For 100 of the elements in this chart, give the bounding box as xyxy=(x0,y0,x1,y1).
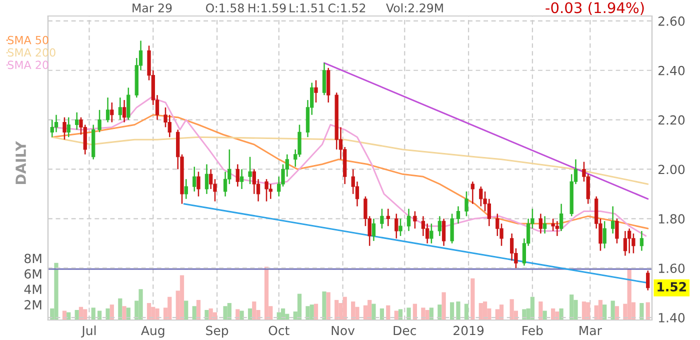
candlestick xyxy=(184,178,188,200)
candlestick xyxy=(510,232,514,262)
bar xyxy=(91,308,96,320)
candlestick xyxy=(54,114,58,133)
candlestick xyxy=(551,218,555,232)
bar xyxy=(138,289,143,320)
y-tick-label: 2.60 xyxy=(658,16,685,26)
x-tick-label: Dec xyxy=(394,326,416,336)
text: L:1.51 xyxy=(290,4,324,12)
candlestick xyxy=(264,178,268,202)
text: Vol:2.29M xyxy=(386,3,443,12)
bar xyxy=(640,303,644,320)
bar xyxy=(192,306,196,320)
candlestick xyxy=(372,218,376,242)
bar xyxy=(240,310,244,320)
candlestick xyxy=(450,213,454,244)
bar xyxy=(464,304,469,320)
y-tick-label: 1.40 xyxy=(658,313,685,322)
bar xyxy=(510,299,514,320)
bar xyxy=(351,301,356,320)
y-tick-label: 1.80 xyxy=(658,214,685,224)
candlestick xyxy=(632,232,636,254)
bar xyxy=(122,306,126,320)
bar xyxy=(118,298,122,320)
bar xyxy=(470,278,475,320)
bar xyxy=(196,300,201,320)
text: Mar 29 xyxy=(132,3,172,12)
candlestick xyxy=(209,168,213,190)
y-tick-label: 2.00 xyxy=(658,164,685,174)
candlestick xyxy=(50,119,54,138)
bar xyxy=(342,296,347,320)
candlestick xyxy=(555,220,559,237)
candlestick xyxy=(122,99,126,123)
x-tick-label: Mar xyxy=(580,326,602,336)
bar xyxy=(450,302,454,320)
candlestick xyxy=(559,203,564,232)
candlestick xyxy=(394,213,398,240)
candlestick xyxy=(456,206,460,224)
candlestick xyxy=(430,222,434,244)
y2-tick-label: 4M xyxy=(24,284,42,294)
bar xyxy=(106,308,110,320)
bar xyxy=(252,301,256,320)
bar xyxy=(180,275,184,320)
bar xyxy=(530,296,534,320)
bar xyxy=(74,310,79,320)
text: -0.03 (1.94%) xyxy=(546,2,644,15)
bar xyxy=(264,266,269,320)
candlestick xyxy=(406,208,411,232)
bar xyxy=(602,304,607,320)
bar xyxy=(542,310,547,320)
legend-label: SMA 50 xyxy=(8,36,48,44)
bar xyxy=(610,300,615,320)
bar xyxy=(559,308,564,320)
bar xyxy=(297,294,302,320)
candlestick xyxy=(628,228,632,254)
legend-label: SMA 200 xyxy=(8,48,56,57)
candlestick xyxy=(75,112,79,130)
candlestick xyxy=(322,62,326,96)
x-tick-label: Jul xyxy=(81,326,96,338)
candlestick xyxy=(611,206,615,234)
y-tick-label: 1.60 xyxy=(658,264,685,274)
candlestick xyxy=(438,216,442,237)
x-tick-label: Aug xyxy=(141,326,164,338)
candlestick xyxy=(168,114,172,138)
bar xyxy=(627,269,632,320)
bar xyxy=(570,294,574,320)
text: O:1.58 xyxy=(206,3,244,12)
bar xyxy=(425,310,430,320)
bar xyxy=(478,303,483,320)
bar xyxy=(482,301,488,320)
candlestick xyxy=(398,218,402,237)
candlestick xyxy=(386,208,390,227)
x-tick-label: Oct xyxy=(268,326,290,336)
candlestick xyxy=(248,156,252,185)
y-tick-label: 2.40 xyxy=(658,66,685,76)
candlestick xyxy=(542,216,547,234)
candlestick xyxy=(538,213,543,234)
line-series xyxy=(51,136,649,185)
bar xyxy=(326,292,330,320)
bar xyxy=(598,300,603,320)
y-tick-label: 2.20 xyxy=(658,115,685,125)
candlestick xyxy=(380,208,384,230)
bar xyxy=(146,303,152,320)
y2-tick-label: 8M xyxy=(24,254,42,264)
y2-tick-label: 2M xyxy=(24,300,42,310)
bar xyxy=(184,300,188,320)
candlestick xyxy=(355,180,360,207)
bar xyxy=(522,309,526,320)
candlestick xyxy=(110,102,114,123)
candlestick xyxy=(223,171,228,198)
y2-tick-label: 6M xyxy=(24,269,42,279)
candlestick xyxy=(464,190,468,217)
candlestick xyxy=(413,210,417,230)
annotation: 1.52 xyxy=(658,282,686,292)
candlestick xyxy=(106,96,110,123)
candlestick xyxy=(623,230,628,256)
bar xyxy=(394,310,398,320)
candlestick xyxy=(640,230,644,252)
candlestick xyxy=(240,168,244,190)
x-tick-label: Feb xyxy=(522,326,543,336)
